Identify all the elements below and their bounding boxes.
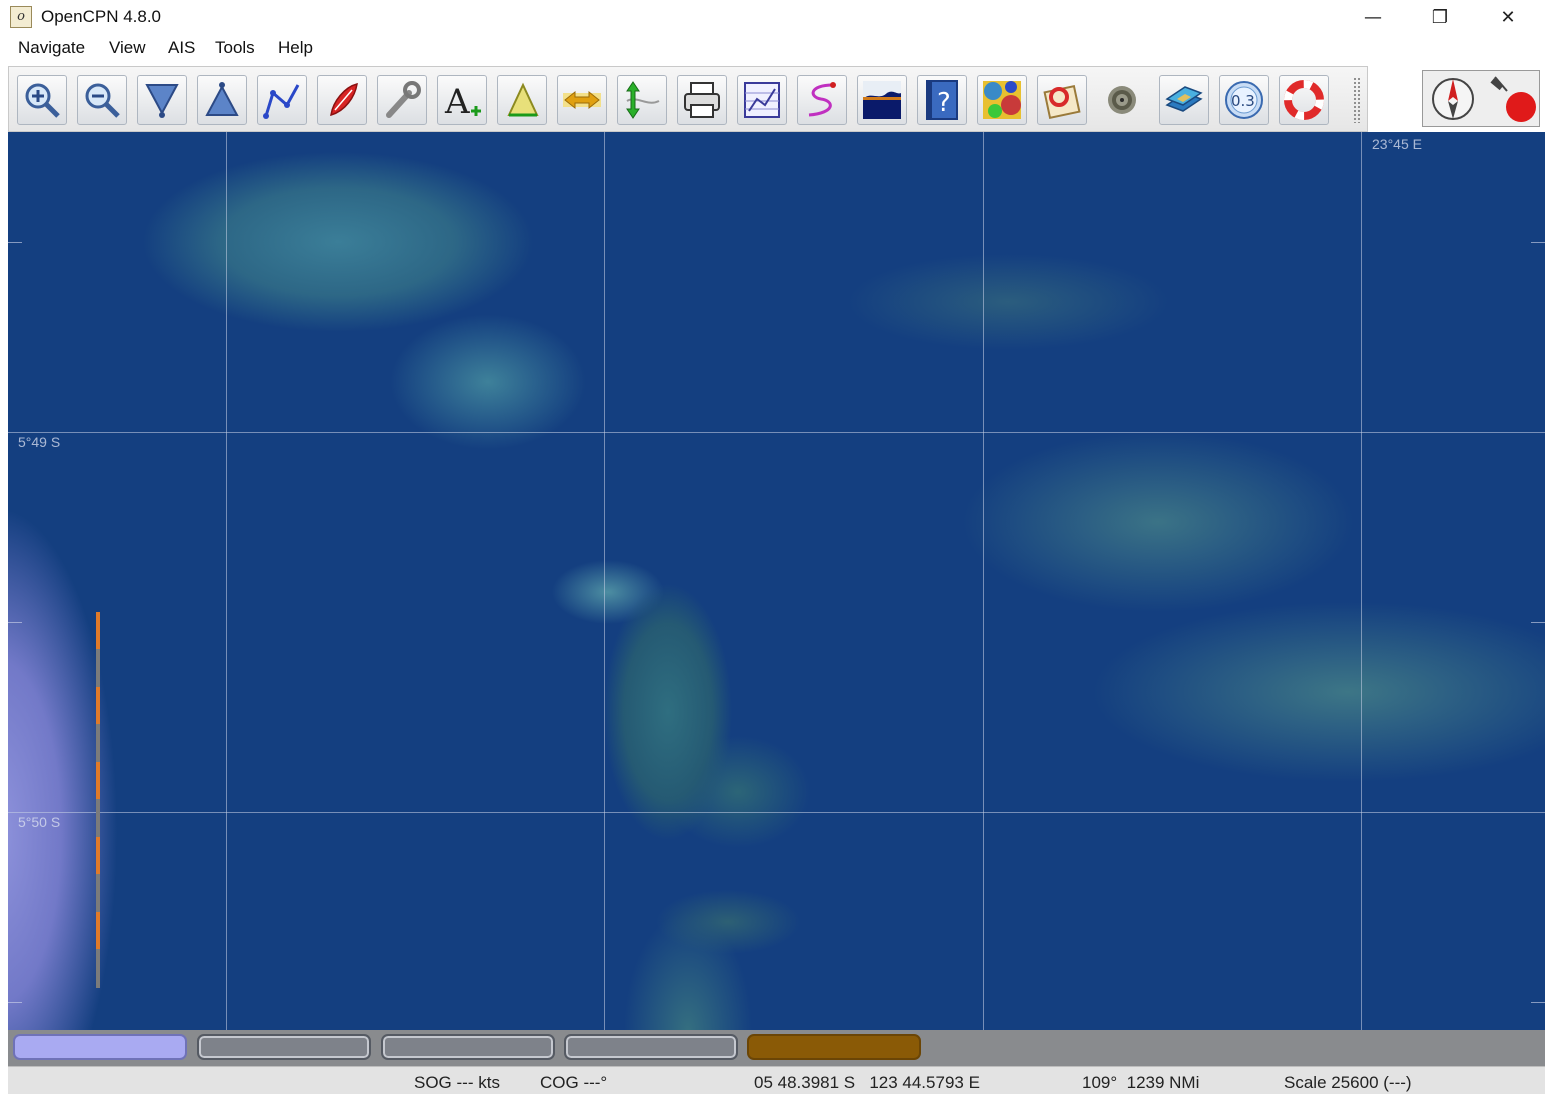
boat-follow-icon — [330, 82, 358, 117]
scale-down-button[interactable] — [137, 75, 187, 125]
scale-down-icon — [145, 84, 179, 118]
route-manager-button[interactable] — [737, 75, 787, 125]
app-icon: o — [10, 6, 32, 28]
menu-help[interactable]: Help — [278, 38, 313, 57]
measure-icon — [507, 82, 539, 117]
scale-bar — [96, 612, 100, 988]
grid-line — [604, 132, 605, 1030]
zoom-in-icon — [25, 83, 60, 118]
chart-canvas[interactable]: 5°49 S 5°50 S 23°45 E — [8, 132, 1545, 1030]
route-button[interactable] — [257, 75, 307, 125]
scale-up-icon — [205, 82, 239, 116]
track-icon — [808, 82, 836, 117]
color-scheme-button[interactable] — [857, 75, 907, 125]
route-manager-icon — [744, 82, 780, 118]
text-button[interactable]: A — [437, 75, 487, 125]
measure-button[interactable] — [497, 75, 547, 125]
edge-tick — [8, 622, 22, 623]
menu-tools[interactable]: Tools — [215, 38, 255, 57]
help-icon: ? — [926, 80, 958, 120]
zoom-out-icon — [85, 83, 120, 118]
menu-navigate[interactable]: Navigate — [18, 38, 86, 57]
chart-download-button[interactable] — [1159, 75, 1209, 125]
piano-key[interactable] — [381, 1034, 555, 1060]
zoom-out-button[interactable] — [77, 75, 127, 125]
zoom-in-button[interactable] — [17, 75, 67, 125]
menu-view[interactable]: View — [109, 38, 146, 57]
radar-button[interactable] — [1097, 75, 1147, 125]
edge-tick — [8, 1002, 22, 1003]
color-scheme-icon — [863, 81, 901, 119]
tide-icon — [563, 90, 601, 110]
compass-icon — [1432, 78, 1474, 120]
logbook-button[interactable] — [1037, 75, 1087, 125]
compass-widget — [1422, 70, 1540, 127]
restore-button[interactable]: ❐ — [1431, 6, 1449, 28]
cog-readout: COG ---° — [540, 1073, 608, 1092]
tide-button[interactable] — [557, 75, 607, 125]
toolbar-grip[interactable] — [1353, 77, 1361, 123]
sog-readout: SOG --- kts — [414, 1073, 500, 1092]
chart-piano-bar — [8, 1030, 1545, 1066]
track-button[interactable] — [797, 75, 847, 125]
mob-icon — [1284, 80, 1324, 120]
radar-icon — [1108, 86, 1136, 114]
settings-button[interactable] — [377, 75, 427, 125]
scale-up-button[interactable] — [197, 75, 247, 125]
main-toolbar: A ? 0.3 — [8, 66, 1368, 132]
longitude-label: 23°45 E — [1372, 136, 1422, 152]
settings-icon — [386, 81, 421, 118]
edge-tick — [8, 242, 22, 243]
current-icon — [626, 81, 660, 119]
piano-key[interactable] — [197, 1034, 371, 1060]
piano-key[interactable] — [747, 1034, 921, 1060]
svg-text:?: ? — [937, 88, 951, 118]
help-button[interactable]: ? — [917, 75, 967, 125]
menu-ais[interactable]: AIS — [168, 38, 196, 57]
grid-line — [226, 132, 227, 1030]
grid-line — [8, 812, 1545, 813]
edge-tick — [1531, 1002, 1545, 1003]
svg-text:A: A — [444, 82, 470, 121]
latitude-label: 5°50 S — [18, 814, 61, 830]
dashboard-readout: 0.3 — [1231, 92, 1255, 110]
text-icon: A — [444, 82, 481, 121]
grid-line — [1361, 132, 1362, 1030]
chart-scale: Scale 25600 (---) — [1284, 1073, 1412, 1092]
logbook-icon — [1043, 84, 1081, 120]
follow-boat-button[interactable] — [317, 75, 367, 125]
edge-tick — [1531, 622, 1545, 623]
minimize-button[interactable]: — — [1364, 6, 1382, 28]
chart-dl-icon — [1165, 86, 1203, 112]
piano-key[interactable] — [564, 1034, 738, 1060]
print-button[interactable] — [677, 75, 727, 125]
menu-bar: Navigate View AIS Tools Help — [0, 34, 1545, 64]
close-button[interactable]: ✕ — [1500, 6, 1516, 28]
gps-status-icon — [1490, 76, 1536, 122]
title-bar: o OpenCPN 4.8.0 — ❐ ✕ — [0, 0, 1545, 34]
dashboard-icon: 0.3 — [1225, 81, 1263, 119]
latitude-label: 5°49 S — [18, 434, 61, 450]
dashboard-button[interactable]: 0.3 — [1219, 75, 1269, 125]
current-button[interactable] — [617, 75, 667, 125]
bearing-distance: 109° 1239 NMi — [1082, 1073, 1200, 1092]
mob-button[interactable] — [1279, 75, 1329, 125]
grib-icon — [983, 81, 1021, 119]
edge-tick — [1531, 242, 1545, 243]
grib-button[interactable] — [977, 75, 1027, 125]
route-icon — [263, 84, 300, 119]
print-icon — [684, 82, 720, 118]
status-bar: SOG --- kts COG ---° 05 48.3981 S 123 44… — [8, 1066, 1545, 1094]
cursor-position: 05 48.3981 S 123 44.5793 E — [754, 1073, 980, 1092]
window-title: OpenCPN 4.8.0 — [41, 7, 162, 26]
grid-line — [983, 132, 984, 1030]
grid-line — [8, 432, 1545, 433]
piano-key[interactable] — [13, 1034, 187, 1060]
